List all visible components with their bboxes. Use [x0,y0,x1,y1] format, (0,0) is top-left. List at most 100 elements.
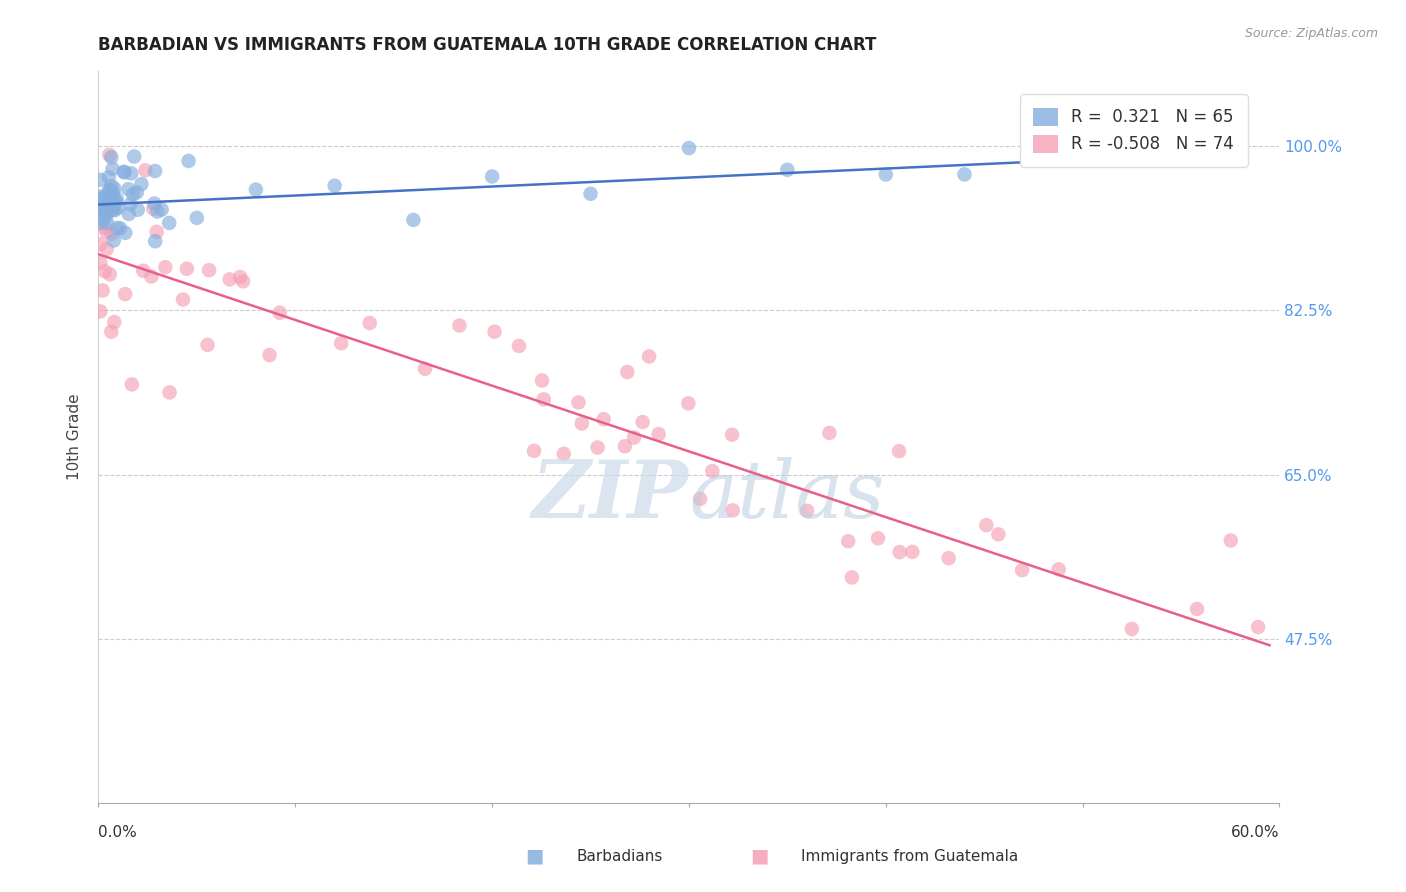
Point [100,197,122,211]
Point [89,189,111,203]
Point [613,439,636,453]
Point [623,431,645,445]
Point [89,192,111,206]
Point [96,204,118,219]
Point [638,350,661,364]
Point [118,207,141,221]
Point [484,325,506,339]
Point [104,194,127,209]
Point [449,318,471,333]
Point [232,274,254,288]
Point [330,336,353,351]
Point [98,199,121,213]
Point [150,202,173,217]
Text: ■: ■ [524,847,544,866]
Text: Barbadians: Barbadians [576,849,662,863]
Point [172,293,194,307]
Point [157,216,180,230]
Point [259,348,281,362]
Point [121,377,143,392]
Text: Immigrants from Guatemala: Immigrants from Guatemala [801,849,1019,863]
Point [114,165,136,179]
Point [89,173,111,187]
Point [114,226,136,240]
Point [96,225,118,239]
Point [1219,533,1241,548]
Point [134,163,156,178]
Point [98,268,121,282]
Point [323,178,346,193]
Y-axis label: 10th Grade: 10th Grade [67,393,83,481]
Point [586,441,609,455]
Point [887,444,910,458]
Point [818,425,841,440]
Point [143,164,166,178]
Point [94,264,117,278]
Point [553,447,575,461]
Point [89,304,111,318]
Point [689,491,711,506]
Point [96,242,118,256]
Point [141,269,163,284]
Point [186,211,208,225]
Point [481,169,503,184]
Point [776,162,799,177]
Point [100,179,122,194]
Point [117,182,139,196]
Point [89,237,111,252]
Point [245,183,267,197]
Point [155,260,177,275]
Point [678,141,700,155]
Point [122,149,145,163]
Point [702,464,724,478]
Point [122,187,145,202]
Point [678,396,700,410]
Point [616,365,638,379]
Point [105,221,128,235]
Point [938,551,960,566]
Point [107,201,129,215]
Point [89,216,111,230]
Point [120,197,142,211]
Point [1052,118,1074,132]
Point [1185,602,1208,616]
Point [103,234,125,248]
Text: BARBADIAN VS IMMIGRANTS FROM GUATEMALA 10TH GRADE CORRELATION CHART: BARBADIAN VS IMMIGRANTS FROM GUATEMALA 1… [98,36,877,54]
Point [98,201,121,215]
Point [132,264,155,278]
Point [796,504,818,518]
Point [89,256,111,270]
Point [105,192,128,206]
Point [1121,622,1143,636]
Point [143,196,166,211]
Point [98,183,121,197]
Point [93,203,115,218]
Point [953,168,976,182]
Point [96,216,118,230]
Point [359,316,381,330]
Point [127,202,149,217]
Point [93,190,115,204]
Text: Source: ZipAtlas.com: Source: ZipAtlas.com [1244,27,1378,40]
Point [647,427,669,442]
Point [508,339,530,353]
Point [114,287,136,301]
Point [90,203,112,218]
Point [229,270,252,285]
Point [146,204,169,219]
Point [108,221,131,235]
Point [413,361,436,376]
Point [94,220,117,235]
Point [97,170,120,185]
Point [269,306,291,320]
Point [131,177,153,191]
Point [531,374,554,388]
Point [145,225,167,239]
Text: ■: ■ [749,847,769,866]
Point [976,518,998,533]
Point [402,213,425,227]
Text: 60.0%: 60.0% [1232,825,1279,840]
Point [523,443,546,458]
Point [125,186,148,200]
Point [101,186,124,200]
